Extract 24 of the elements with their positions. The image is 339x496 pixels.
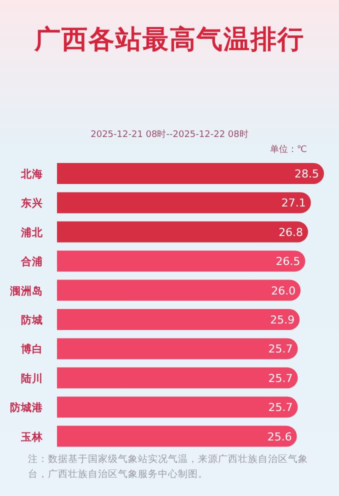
y-tick-label: 浦北	[20, 226, 44, 239]
y-tick-label: 涠洲岛	[9, 284, 43, 298]
data-label: 25.6	[267, 430, 292, 444]
data-label: 26.0	[271, 284, 296, 298]
data-label: 28.5	[294, 168, 319, 180]
text: 注：数据基于国家级气象站实况气温，来源广西壮族自治区气象台，广西壮族自治区气象服务中心制图。	[28, 453, 309, 482]
data-label: 25.7	[268, 342, 293, 356]
chart-subtitle: 2025-12-21 08时--2025-12-22 08时	[90, 128, 250, 141]
y-tick-label: 东兴	[20, 196, 43, 210]
y-tick-label: 北海	[20, 168, 43, 180]
y-tick-label: 防城	[21, 314, 43, 326]
data-label: 27.1	[281, 196, 306, 210]
data-label: 25.7	[268, 372, 293, 385]
data-label: 25.7	[268, 401, 293, 414]
y-tick-label: 合浦	[20, 255, 43, 268]
y-tick-label: 陆川	[21, 372, 43, 385]
data-label: 25.9	[270, 314, 295, 326]
text: 单位：℃	[270, 144, 307, 156]
data-label: 26.5	[276, 255, 300, 268]
y-tick-label: 博白	[20, 342, 43, 356]
data-label: 26.8	[278, 226, 304, 239]
y-tick-label: 玉林	[20, 430, 44, 444]
chart-title: 广西各站最高气温排行	[33, 24, 306, 57]
y-tick-label: 防城港	[10, 401, 44, 414]
